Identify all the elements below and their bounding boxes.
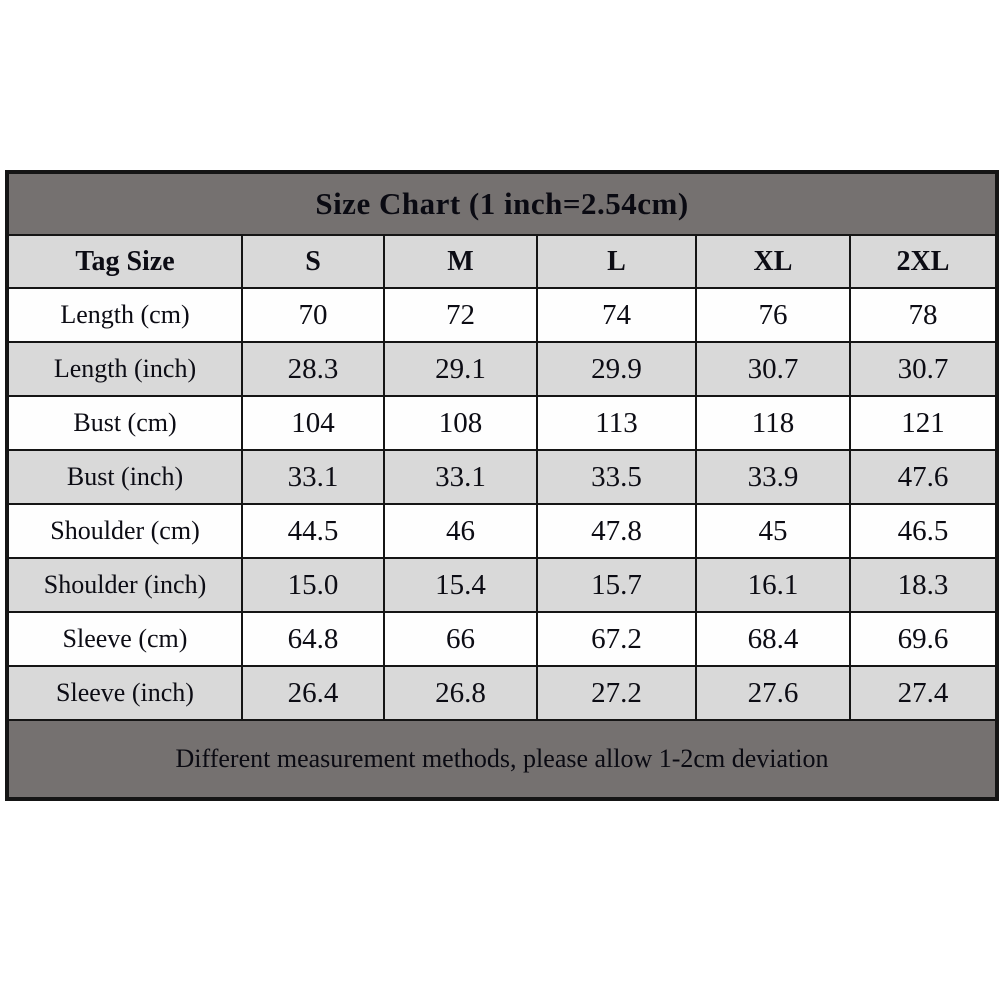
- size-value-cell: 67.2: [536, 611, 697, 667]
- size-value-cell: 47.8: [536, 503, 697, 559]
- table-row-length-cm: Length (cm) 70 72 74 76 78: [6, 287, 998, 343]
- row-label: Bust (inch): [6, 449, 243, 505]
- column-header-m: M: [383, 234, 538, 289]
- column-header-l: L: [536, 234, 697, 289]
- footer-row: Different measurement methods, please al…: [6, 719, 998, 800]
- row-label: Shoulder (cm): [6, 503, 243, 559]
- table-row-shoulder-inch: Shoulder (inch) 15.0 15.4 15.7 16.1 18.3: [6, 557, 998, 613]
- row-label: Length (cm): [6, 287, 243, 343]
- size-value-cell: 27.2: [536, 665, 697, 721]
- size-value-cell: 74: [536, 287, 697, 343]
- size-value-cell: 33.1: [241, 449, 385, 505]
- size-value-cell: 30.7: [695, 341, 851, 397]
- size-value-cell: 47.6: [849, 449, 998, 505]
- size-value-cell: 27.6: [695, 665, 851, 721]
- size-value-cell: 121: [849, 395, 998, 451]
- size-value-cell: 33.1: [383, 449, 538, 505]
- size-value-cell: 64.8: [241, 611, 385, 667]
- size-value-cell: 30.7: [849, 341, 998, 397]
- table-row-bust-inch: Bust (inch) 33.1 33.1 33.5 33.9 47.6: [6, 449, 998, 505]
- size-value-cell: 15.0: [241, 557, 385, 613]
- size-value-cell: 113: [536, 395, 697, 451]
- size-value-cell: 69.6: [849, 611, 998, 667]
- row-label: Bust (cm): [6, 395, 243, 451]
- size-value-cell: 29.9: [536, 341, 697, 397]
- column-header-2xl: 2XL: [849, 234, 998, 289]
- size-value-cell: 16.1: [695, 557, 851, 613]
- column-header-tag-size: Tag Size: [6, 234, 243, 289]
- size-value-cell: 118: [695, 395, 851, 451]
- size-value-cell: 78: [849, 287, 998, 343]
- row-label: Length (inch): [6, 341, 243, 397]
- table-row-sleeve-inch: Sleeve (inch) 26.4 26.8 27.2 27.6 27.4: [6, 665, 998, 721]
- size-value-cell: 18.3: [849, 557, 998, 613]
- column-header-xl: XL: [695, 234, 851, 289]
- size-value-cell: 72: [383, 287, 538, 343]
- size-value-cell: 68.4: [695, 611, 851, 667]
- size-chart-title: Size Chart (1 inch=2.54cm): [6, 171, 998, 236]
- size-value-cell: 46.5: [849, 503, 998, 559]
- header-row: Tag Size S M L XL 2XL: [6, 234, 998, 289]
- column-header-s: S: [241, 234, 385, 289]
- size-value-cell: 29.1: [383, 341, 538, 397]
- table-row-sleeve-cm: Sleeve (cm) 64.8 66 67.2 68.4 69.6: [6, 611, 998, 667]
- size-value-cell: 66: [383, 611, 538, 667]
- size-chart-table: Size Chart (1 inch=2.54cm) Tag Size S M …: [5, 170, 999, 801]
- size-value-cell: 45: [695, 503, 851, 559]
- size-value-cell: 70: [241, 287, 385, 343]
- deviation-note: Different measurement methods, please al…: [6, 719, 998, 800]
- size-value-cell: 28.3: [241, 341, 385, 397]
- size-value-cell: 76: [695, 287, 851, 343]
- size-value-cell: 15.4: [383, 557, 538, 613]
- size-value-cell: 15.7: [536, 557, 697, 613]
- row-label: Shoulder (inch): [6, 557, 243, 613]
- size-value-cell: 33.5: [536, 449, 697, 505]
- size-value-cell: 44.5: [241, 503, 385, 559]
- size-value-cell: 27.4: [849, 665, 998, 721]
- table-row-bust-cm: Bust (cm) 104 108 113 118 121: [6, 395, 998, 451]
- table-row-shoulder-cm: Shoulder (cm) 44.5 46 47.8 45 46.5: [6, 503, 998, 559]
- size-value-cell: 26.4: [241, 665, 385, 721]
- size-value-cell: 108: [383, 395, 538, 451]
- size-value-cell: 26.8: [383, 665, 538, 721]
- row-label: Sleeve (cm): [6, 611, 243, 667]
- row-label: Sleeve (inch): [6, 665, 243, 721]
- size-value-cell: 104: [241, 395, 385, 451]
- size-value-cell: 46: [383, 503, 538, 559]
- size-value-cell: 33.9: [695, 449, 851, 505]
- table-row-length-inch: Length (inch) 28.3 29.1 29.9 30.7 30.7: [6, 341, 998, 397]
- title-row: Size Chart (1 inch=2.54cm): [6, 171, 998, 236]
